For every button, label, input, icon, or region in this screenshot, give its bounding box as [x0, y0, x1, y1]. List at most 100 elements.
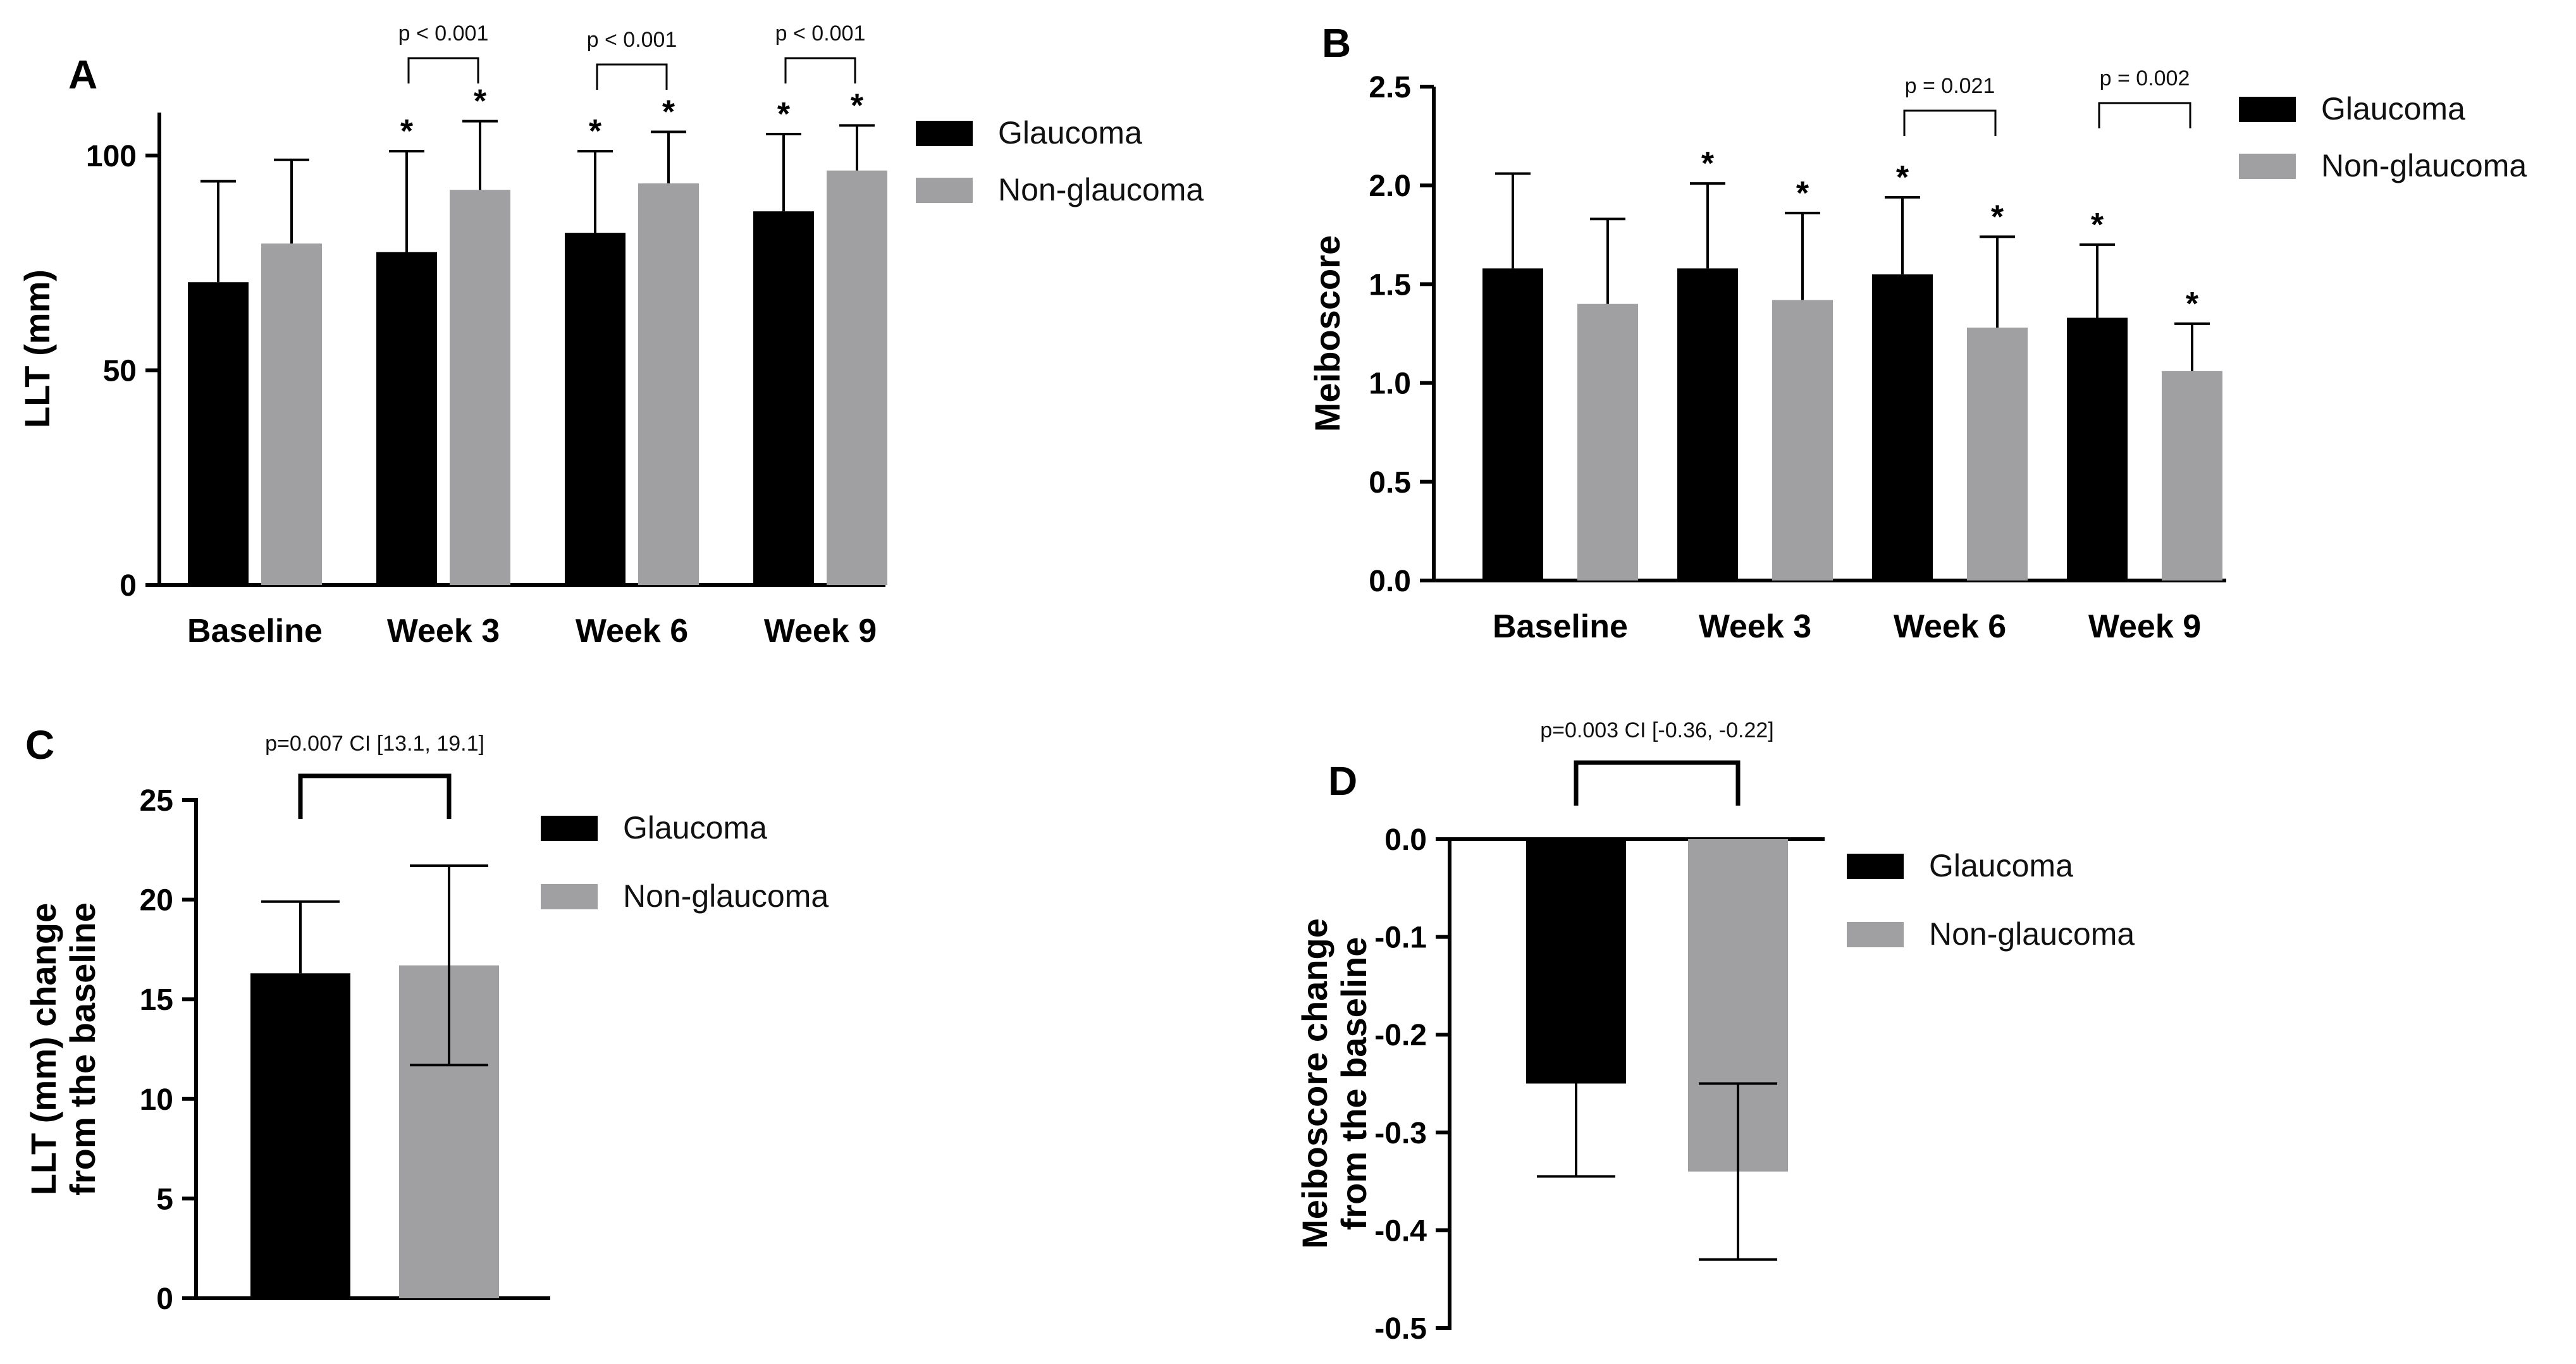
p-value-label: p = 0.021 — [1905, 74, 1995, 98]
y-tick-label: 50 — [103, 354, 137, 388]
p-value-bracket — [596, 63, 668, 90]
bar-glaucoma — [2067, 317, 2128, 581]
legend-swatch-non-glaucoma — [2239, 154, 2296, 179]
p-value-bracket — [1903, 109, 1997, 136]
significance-star: * — [2186, 286, 2199, 323]
x-tick-label: Baseline — [1493, 608, 1628, 645]
legend-label: Glaucoma — [998, 115, 1142, 151]
panel-c: C LLT (mm) changefrom the baseline 0 5 10 15 2… — [23, 722, 829, 1316]
panel-d: D Meiboscore changefrom the baseline 0.0 -0… — [1295, 718, 2135, 1346]
legend-label: Non-glaucoma — [1929, 916, 2135, 952]
y-axis-title: LLT (mm) — [17, 269, 57, 428]
y-tick-label: 1.0 — [1369, 367, 1411, 401]
x-tick-label: Week 3 — [1699, 608, 1811, 645]
legend-swatch-non-glaucoma — [541, 884, 598, 909]
y-tick-label: -0.5 — [1374, 1312, 1427, 1346]
p-value-label: p=0.003 CI [-0.36, -0.22] — [1540, 718, 1774, 742]
legend-swatch-non-glaucoma — [916, 178, 973, 203]
legend-swatch-glaucoma — [1847, 854, 1904, 879]
significance-star: * — [777, 96, 791, 133]
bar-glaucoma — [250, 973, 350, 1298]
bar-non-glaucoma — [827, 170, 887, 586]
panel-letter: A — [68, 52, 97, 97]
panel-a: A LLT (mm) 0 50 100 Baseline * * p < 0.001 Week 3… — [17, 22, 1204, 649]
y-axis-title-line: from the baseline — [1334, 937, 1374, 1231]
significance-star: * — [851, 87, 864, 124]
y-tick-label: 0.0 — [1369, 565, 1411, 598]
bar-glaucoma — [188, 282, 249, 585]
y-tick-label: 0 — [156, 1282, 173, 1316]
x-tick-label: Baseline — [187, 613, 323, 649]
y-tick-label: -0.2 — [1374, 1019, 1427, 1052]
y-tick-label: -0.1 — [1374, 921, 1427, 955]
p-value-label: p < 0.001 — [398, 22, 489, 46]
bar-glaucoma — [376, 252, 437, 585]
bar-non-glaucoma — [638, 183, 699, 585]
y-tick-label: 10 — [140, 1083, 173, 1117]
significance-star: * — [1701, 145, 1715, 182]
bar-non-glaucoma — [1772, 300, 1833, 581]
y-tick-label: 1.5 — [1369, 268, 1411, 302]
significance-star: * — [1896, 159, 1909, 196]
significance-star: * — [474, 83, 487, 120]
bar-non-glaucoma — [261, 243, 322, 585]
panel-b: B Meiboscore 0.0 0.5 1.0 1.5 2.0 2.5 Baseline * * W… — [1307, 20, 2527, 645]
legend-label: Non-glaucoma — [623, 878, 829, 914]
x-tick-label: Week 9 — [2088, 608, 2201, 645]
y-axis-title-line: Meiboscore change — [1295, 918, 1334, 1249]
legend-label: Glaucoma — [623, 810, 767, 845]
bar-non-glaucoma — [1577, 304, 1638, 581]
y-tick-label: 2.0 — [1369, 169, 1411, 203]
p-value-label: p = 0.002 — [2100, 66, 2190, 90]
legend-label: Glaucoma — [1929, 848, 2073, 883]
significance-star: * — [2091, 207, 2104, 243]
legend-swatch-non-glaucoma — [1847, 922, 1904, 947]
panel-letter: B — [1322, 20, 1351, 66]
legend-label: Non-glaucoma — [2321, 148, 2527, 183]
significance-star: * — [400, 113, 414, 150]
p-value-bracket — [1574, 760, 1741, 806]
y-tick-label: 0.5 — [1369, 466, 1411, 500]
y-tick-label: 20 — [140, 884, 173, 918]
y-tick-label: 2.5 — [1369, 71, 1411, 104]
y-tick-label: 25 — [140, 784, 173, 818]
y-tick-label: 100 — [86, 140, 137, 173]
legend-swatch-glaucoma — [541, 816, 598, 841]
bar-non-glaucoma — [2162, 371, 2222, 581]
y-tick-label: -0.4 — [1374, 1214, 1427, 1248]
bar-glaucoma — [753, 211, 814, 585]
x-tick-label: Week 6 — [576, 613, 688, 649]
bar-glaucoma — [1526, 839, 1626, 1084]
x-tick-label: Week 6 — [1894, 608, 2006, 645]
legend-label: Non-glaucoma — [998, 172, 1204, 207]
p-value-bracket — [298, 773, 452, 819]
y-tick-label: -0.3 — [1374, 1117, 1427, 1150]
y-axis-title-line: LLT (mm) change — [23, 903, 63, 1196]
y-axis-title: LLT (mm) changefrom the baseline — [23, 902, 102, 1196]
y-axis-title-line: from the baseline — [63, 902, 102, 1196]
significance-star: * — [1796, 175, 1809, 212]
p-value-bracket — [407, 57, 479, 83]
legend-swatch-glaucoma — [916, 121, 973, 146]
y-axis-title: Meiboscore changefrom the baseline — [1295, 918, 1374, 1249]
significance-star: * — [589, 113, 602, 150]
y-tick-label: 0.0 — [1384, 823, 1427, 857]
bar-glaucoma — [565, 233, 626, 585]
bar-glaucoma — [1677, 268, 1738, 581]
p-value-label: p < 0.001 — [775, 22, 866, 46]
x-tick-label: Week 9 — [764, 613, 877, 649]
y-tick-label: 15 — [140, 983, 173, 1017]
bar-non-glaucoma — [450, 190, 510, 586]
y-tick-label: 5 — [156, 1183, 173, 1216]
y-tick-label: 0 — [120, 569, 137, 603]
bar-glaucoma — [1872, 274, 1933, 581]
bar-non-glaucoma — [1967, 328, 2028, 581]
y-axis-title: Meiboscore — [1307, 235, 1347, 432]
significance-star: * — [1991, 199, 2004, 235]
bar-glaucoma — [1482, 268, 1543, 581]
legend-label: Glaucoma — [2321, 91, 2465, 126]
panel-letter: D — [1328, 758, 1357, 804]
x-tick-label: Week 3 — [387, 613, 500, 649]
legend-swatch-glaucoma — [2239, 97, 2296, 122]
